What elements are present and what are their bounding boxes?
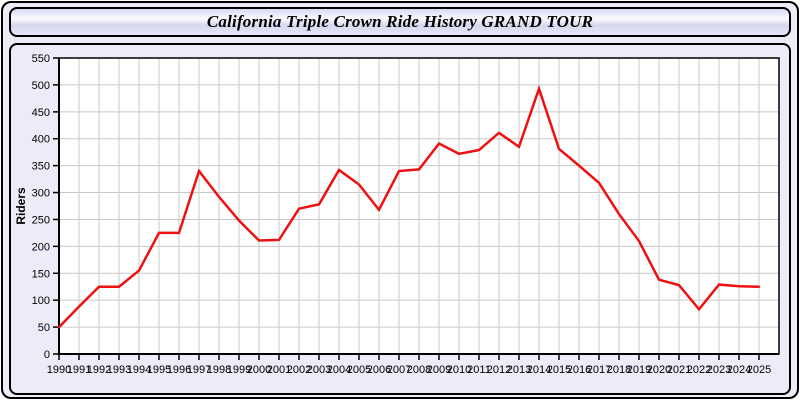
x-tick-label: 2019 (627, 364, 651, 376)
ride-history-line (57, 84, 761, 329)
x-tick-label: 2004 (327, 364, 351, 376)
x-tick-label: 2005 (347, 364, 371, 376)
x-tick-label: 2022 (687, 364, 711, 376)
y-tick-label: 50 (38, 322, 50, 334)
x-tick-label: 1991 (67, 364, 91, 376)
x-tick-label: 1999 (227, 364, 251, 376)
x-tick-label: 1993 (107, 364, 131, 376)
x-tick-label: 1997 (187, 364, 211, 376)
x-tick-label: 2006 (367, 364, 391, 376)
x-tick-label: 1998 (207, 364, 231, 376)
x-tick-label: 1994 (127, 364, 151, 376)
x-tick-label: 2020 (647, 364, 671, 376)
x-tick-label: 1990 (47, 364, 71, 376)
x-tick-label: 1995 (147, 364, 171, 376)
x-tick-label: 2001 (267, 364, 291, 376)
x-tick-label: 2023 (707, 364, 731, 376)
x-tick-label: 2000 (247, 364, 271, 376)
y-tick-label: 400 (32, 134, 50, 146)
x-tick-label: 2021 (667, 364, 691, 376)
x-tick-label: 1996 (167, 364, 191, 376)
x-tick-label: 2018 (607, 364, 631, 376)
y-tick-label: 250 (32, 214, 50, 226)
y-tick-label: 100 (32, 295, 50, 307)
x-tick-label: 2015 (547, 364, 571, 376)
y-tick-label: 300 (32, 188, 50, 200)
chart-panel: 0 50 100 150 200 250 300 350 400 450 500 550 1990 199… (9, 43, 791, 395)
x-tick-label: 2016 (567, 364, 591, 376)
x-tick-label: 2008 (407, 364, 431, 376)
x-tick-label: 2012 (487, 364, 511, 376)
x-tick-label: 2003 (307, 364, 331, 376)
x-tick-label: 2025 (747, 364, 771, 376)
x-tick-label: 2010 (447, 364, 471, 376)
x-tick-label: 2007 (387, 364, 411, 376)
y-tick-label: 150 (32, 268, 50, 280)
x-tick-label: 2013 (507, 364, 531, 376)
page-title: California Triple Crown Ride History GRA… (206, 12, 594, 31)
chart-svg: 0501001502002503003504004505005501990199… (14, 53, 780, 376)
y-axis-title: Riders (14, 187, 28, 225)
y-tick-label: 500 (32, 80, 50, 92)
x-tick-label: 2011 (467, 364, 491, 376)
window-title-bar: California Triple Crown Ride History GRA… (9, 7, 791, 37)
x-tick-label: 2002 (287, 364, 311, 376)
x-tick-label: 2014 (527, 364, 551, 376)
y-tick-label: 550 (32, 53, 50, 65)
x-tick-label: 2009 (427, 364, 451, 376)
x-tick-label: 2017 (587, 364, 611, 376)
x-tick-label: 1992 (87, 364, 111, 376)
y-tick-label: 0 (44, 349, 50, 361)
y-tick-label: 350 (32, 161, 50, 173)
y-tick-label: 450 (32, 107, 50, 119)
x-tick-label: 2024 (727, 364, 751, 376)
y-tick-label: 200 (32, 241, 50, 253)
